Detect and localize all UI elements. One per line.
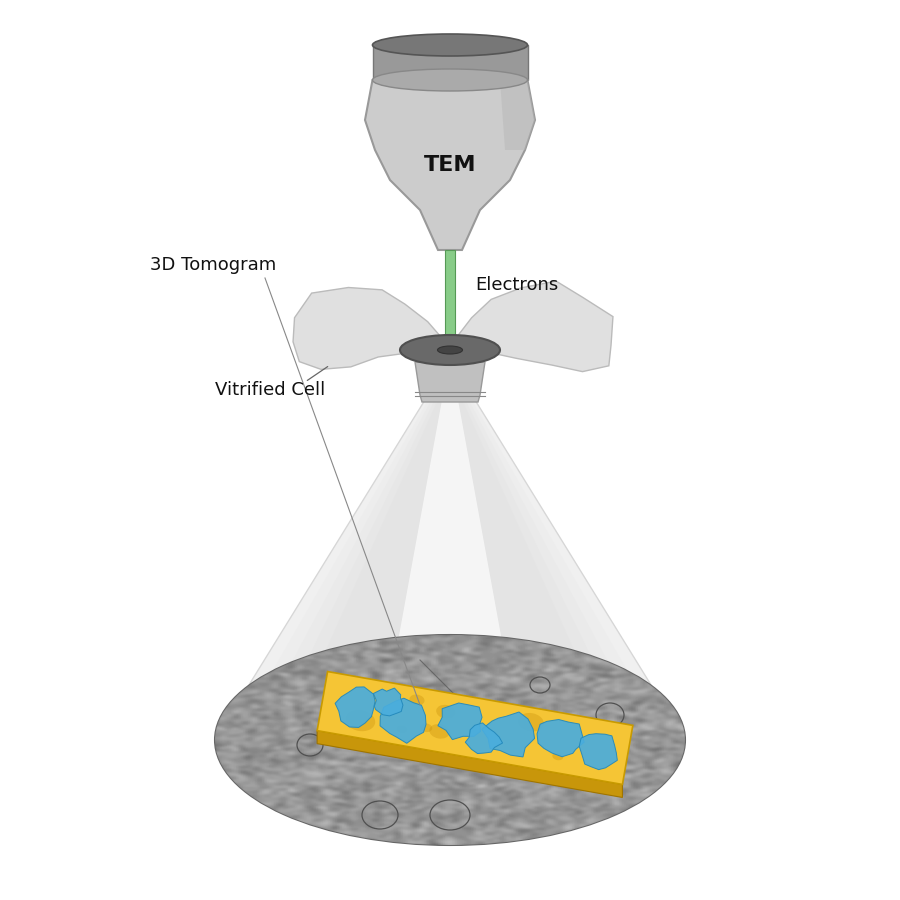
Ellipse shape (400, 335, 500, 365)
Polygon shape (415, 362, 485, 402)
Ellipse shape (429, 724, 450, 739)
Ellipse shape (373, 34, 527, 56)
Text: Electrons: Electrons (475, 276, 558, 294)
Polygon shape (451, 281, 613, 372)
Polygon shape (317, 731, 623, 797)
Polygon shape (438, 703, 482, 740)
Bar (373, 45, 527, 80)
Ellipse shape (553, 752, 563, 760)
Ellipse shape (346, 710, 375, 731)
Polygon shape (232, 400, 668, 740)
Text: Vitrified Cell: Vitrified Cell (215, 381, 325, 399)
Ellipse shape (518, 713, 544, 732)
Polygon shape (215, 400, 685, 740)
Polygon shape (374, 688, 403, 716)
Text: TEM: TEM (424, 155, 476, 175)
Polygon shape (268, 400, 632, 740)
Bar (445, 250, 455, 338)
Ellipse shape (397, 725, 408, 734)
Polygon shape (465, 723, 502, 753)
Polygon shape (215, 400, 685, 740)
Polygon shape (250, 400, 650, 740)
Polygon shape (500, 80, 535, 150)
Polygon shape (537, 719, 584, 757)
Polygon shape (317, 671, 633, 785)
Ellipse shape (420, 724, 432, 732)
Text: 3D Tomogram: 3D Tomogram (150, 256, 276, 274)
Ellipse shape (215, 635, 685, 845)
Ellipse shape (373, 69, 527, 91)
Ellipse shape (437, 346, 463, 354)
Ellipse shape (410, 695, 425, 706)
Ellipse shape (436, 705, 455, 719)
Polygon shape (380, 400, 520, 740)
Polygon shape (365, 80, 535, 250)
Polygon shape (293, 287, 449, 369)
Polygon shape (380, 698, 426, 743)
Polygon shape (285, 400, 615, 740)
Polygon shape (580, 734, 617, 770)
Polygon shape (482, 712, 535, 757)
Polygon shape (335, 687, 375, 727)
